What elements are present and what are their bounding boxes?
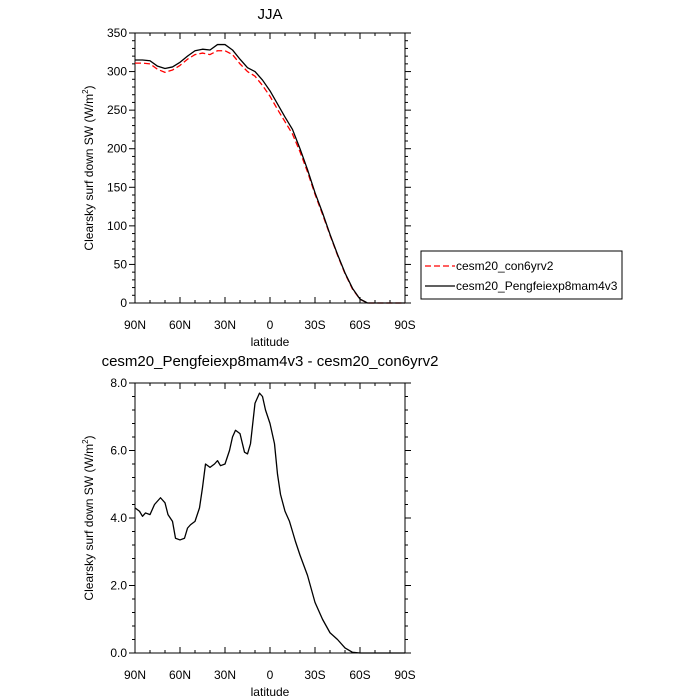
x-tick-label: 90S — [394, 668, 415, 682]
x-tick-labels: 90N 60N 30N 0 30S 60S 90S — [124, 668, 416, 682]
series-lines — [135, 43, 405, 304]
y-axis-label: Clearsky surf down SW (W/m2) — [81, 85, 96, 250]
y-tick-label: 0 — [120, 296, 127, 310]
x-tick-label: 60N — [169, 318, 191, 332]
x-tick-label: 60N — [169, 668, 191, 682]
y-tick-labels: 0.0 2.0 4.0 6.0 8.0 — [110, 376, 127, 660]
legend-label: cesm20_con6yrv2 — [456, 259, 554, 273]
series-line-cesm20_con6yrv2 — [135, 50, 405, 304]
x-tick-label: 30S — [304, 318, 325, 332]
y-tick-label: 350 — [107, 26, 127, 40]
legend-box — [420, 250, 623, 300]
y-tick-labels: 0 50 100 150 200 250 300 350 — [107, 26, 127, 310]
y-tick-label: 8.0 — [110, 376, 127, 390]
axis-ticks — [129, 382, 411, 654]
y-tick-label: 4.0 — [110, 511, 127, 525]
plot-area-frame — [134, 32, 406, 304]
y-axis-label: Clearsky surf down SW (W/m2) — [81, 435, 96, 600]
series-lines — [134, 392, 405, 654]
x-tick-labels: 90N 60N 30N 0 30S 60S 90S — [124, 318, 416, 332]
x-tick-label: 30S — [304, 668, 325, 682]
panel-bottom: cesm20_Pengfeiexp8mam4v3 - cesm20_con6yr… — [81, 353, 438, 699]
y-tick-label: 50 — [114, 257, 128, 271]
y-axis-label-superscript: 2 — [81, 89, 90, 94]
y-tick-label: 100 — [107, 219, 127, 233]
y-tick-label: 150 — [107, 180, 127, 194]
x-tick-label: 30N — [214, 318, 236, 332]
y-tick-label: 300 — [107, 65, 127, 79]
chart-title: JJA — [257, 6, 282, 23]
y-tick-label: 6.0 — [110, 444, 127, 458]
series-line-cesm20_Pengfeiexp8mam4v3 — [135, 43, 405, 304]
y-axis-label-superscript: 2 — [81, 439, 90, 444]
x-tick-label: 0 — [267, 668, 274, 682]
y-tick-label: 2.0 — [110, 579, 127, 593]
chart-title: cesm20_Pengfeiexp8mam4v3 - cesm20_con6yr… — [102, 353, 439, 370]
series-line-series-0 — [134, 392, 405, 654]
y-tick-label: 0.0 — [110, 646, 127, 660]
axis-ticks — [129, 32, 411, 304]
x-tick-label: 90S — [394, 318, 415, 332]
x-tick-label: 90N — [124, 668, 146, 682]
y-tick-label: 200 — [107, 142, 127, 156]
x-tick-label: 60S — [349, 318, 370, 332]
x-tick-label: 30N — [214, 668, 236, 682]
y-tick-label: 250 — [107, 103, 127, 117]
x-tick-label: 90N — [124, 318, 146, 332]
x-tick-label: 60S — [349, 668, 370, 682]
panel-top: JJA 90N 60N 30N 0 30S 60S 90S 0 50 100 150 200 250 3… — [81, 6, 623, 349]
x-tick-label: 0 — [267, 318, 274, 332]
x-axis-label: latitude — [251, 335, 290, 349]
legend-label: cesm20_Pengfeiexp8mam4v3 — [456, 279, 618, 293]
x-axis-label: latitude — [251, 685, 290, 699]
legend: cesm20_con6yrv2 cesm20_Pengfeiexp8mam4v3 — [420, 250, 623, 300]
